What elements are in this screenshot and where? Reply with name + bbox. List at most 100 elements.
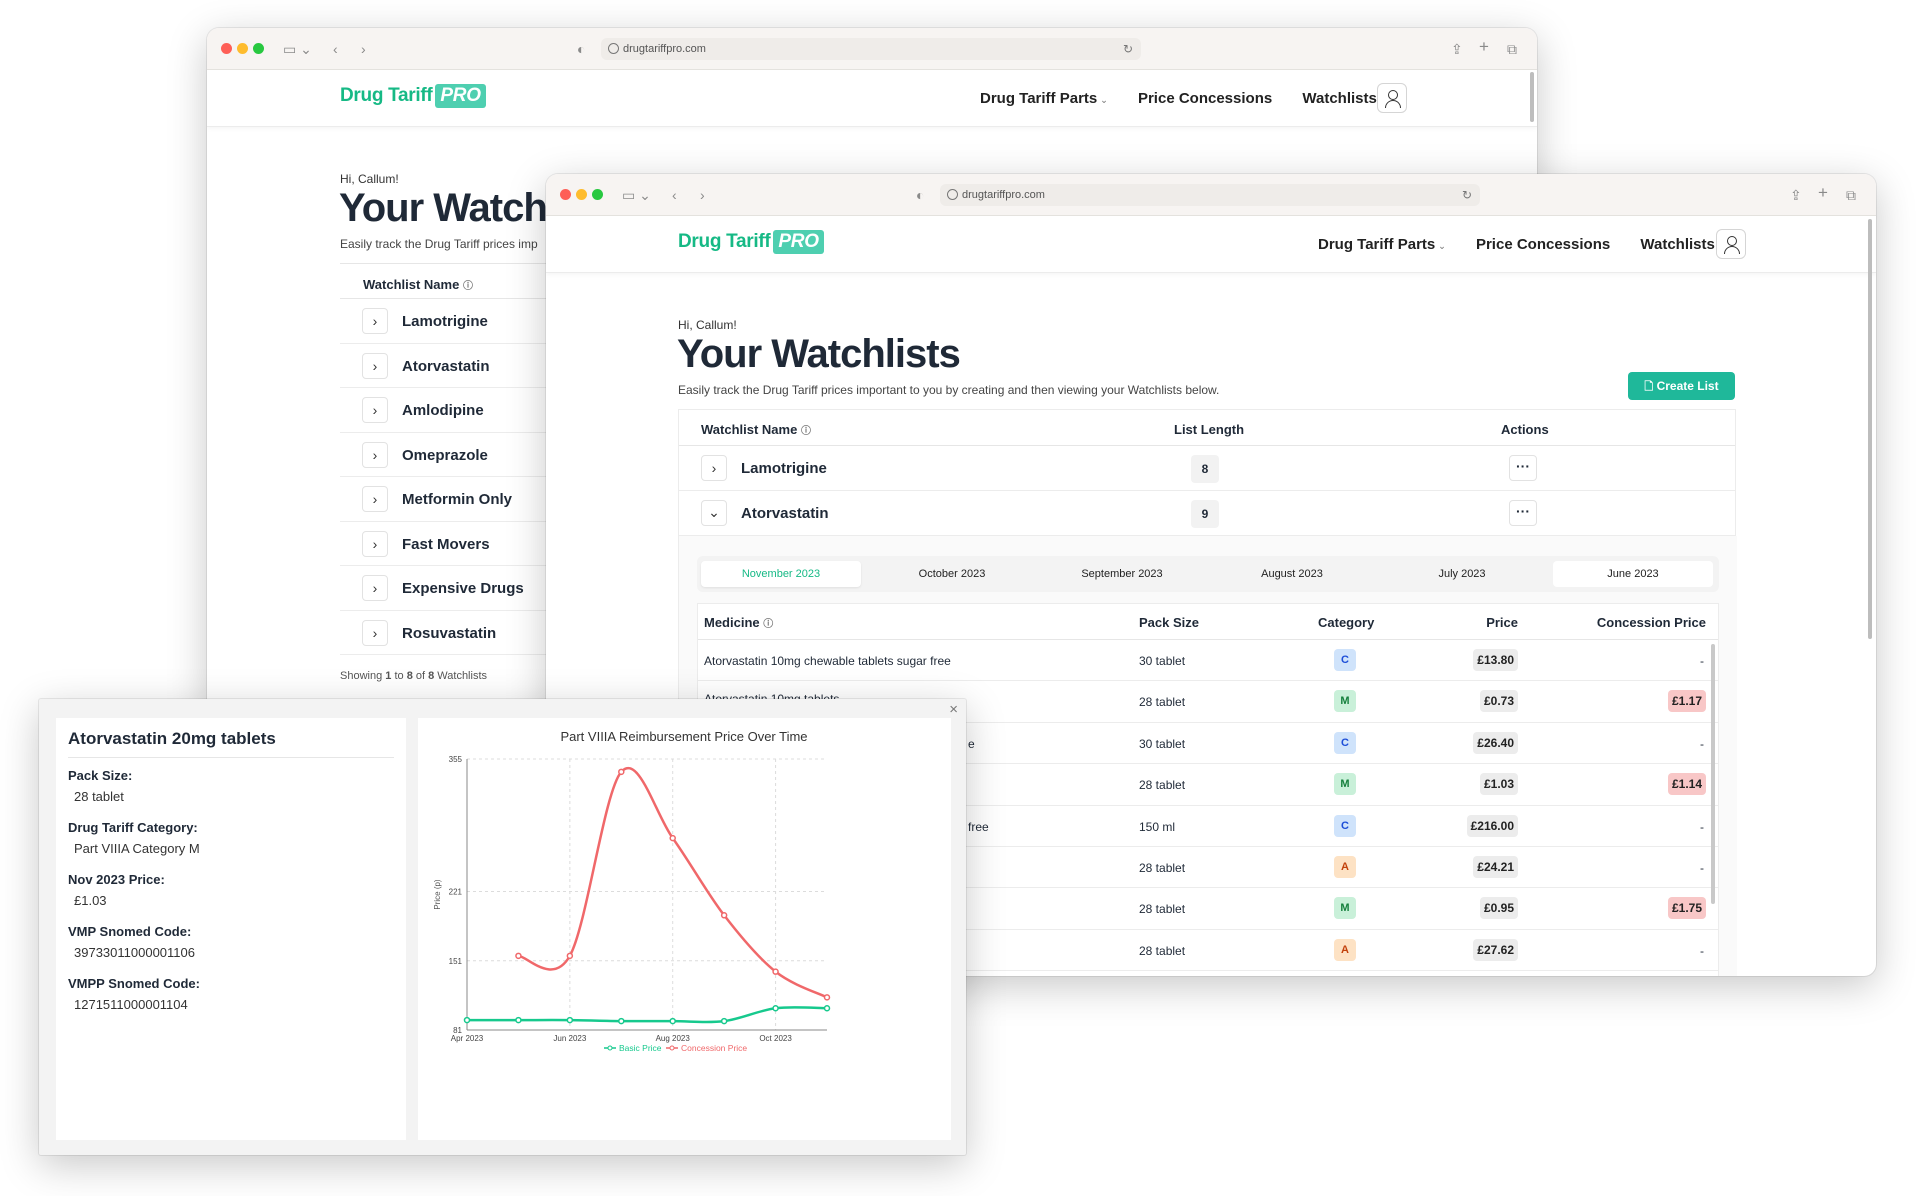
site-logo[interactable]: Drug Tariff PRO <box>340 84 486 108</box>
tab-july-2023[interactable]: July 2023 <box>1438 568 1486 580</box>
table-row[interactable]: › Lamotrigine <box>340 299 580 344</box>
medicine-name[interactable]: Atorvastatin 10mg chewable tablets sugar… <box>704 654 951 668</box>
medicine-row[interactable]: Atorvastatin 10mg chewable tablets sugar… <box>698 640 1718 682</box>
page-scrollbar[interactable] <box>1530 72 1534 122</box>
data-point <box>720 912 728 919</box>
table-row[interactable]: › Rosuvastatin <box>340 611 580 655</box>
share-icon[interactable]: ⇪ <box>1451 41 1463 57</box>
table-row[interactable]: › Metformin Only <box>340 477 580 522</box>
nav-watchlists[interactable]: Watchlists <box>1302 90 1377 107</box>
back-arrow-icon[interactable]: ‹ <box>672 187 677 203</box>
tab-june-2023[interactable]: June 2023 <box>1553 561 1713 587</box>
chevron-down-icon[interactable]: ⌄ <box>701 500 727 526</box>
more-actions-icon[interactable]: ··· <box>1509 500 1537 526</box>
watchlist-name[interactable]: Amlodipine <box>402 402 484 419</box>
address-bar[interactable]: drugtariffpro.com ↻ <box>940 184 1480 206</box>
chevron-right-icon[interactable]: › <box>362 397 388 423</box>
chevron-right-icon[interactable]: › <box>362 308 388 334</box>
tab-october-2023[interactable]: October 2023 <box>918 568 986 580</box>
category-badge: M <box>1334 690 1356 713</box>
data-point <box>618 768 625 776</box>
site-logo[interactable]: Drug Tariff PRO <box>678 230 824 254</box>
page-scrollbar[interactable] <box>1868 219 1872 639</box>
watchlist-name[interactable]: Atorvastatin <box>402 357 490 375</box>
new-tab-icon[interactable]: + <box>1479 37 1489 56</box>
back-arrow-icon[interactable]: ‹ <box>333 41 338 57</box>
maximize-window-button[interactable] <box>253 43 264 54</box>
share-icon[interactable]: ⇪ <box>1790 187 1802 203</box>
nav-drug-tariff-parts[interactable]: Drug Tariff Parts ⌄ <box>980 90 1108 107</box>
chevron-right-icon[interactable]: › <box>362 352 388 379</box>
col-price: Price <box>1486 615 1518 630</box>
medicine-row[interactable]: 28 tablet A £27.62 - <box>698 930 1718 972</box>
user-account-icon[interactable] <box>1716 229 1746 259</box>
table-row[interactable]: › Fast Movers <box>340 522 580 566</box>
nav-drug-tariff-parts[interactable]: Drug Tariff Parts ⌄ <box>1318 236 1446 253</box>
medicine-row[interactable]: free 150 ml C £216.00 - <box>698 806 1718 847</box>
table-row[interactable]: › Expensive Drugs <box>340 566 580 611</box>
watchlist-name[interactable]: Expensive Drugs <box>402 580 524 597</box>
greeting: Hi, Callum! <box>678 318 737 332</box>
reload-icon[interactable]: ↻ <box>1122 42 1133 56</box>
chevron-right-icon[interactable]: › <box>701 455 727 481</box>
table-row[interactable]: › Atorvastatin <box>340 344 580 388</box>
chevron-right-icon[interactable]: › <box>362 575 388 601</box>
watchlist-name[interactable]: Metformin Only <box>402 491 513 508</box>
col-watchlist-name-label: Watchlist Name <box>701 422 798 437</box>
forward-arrow-icon[interactable]: › <box>700 187 705 203</box>
chevron-right-icon[interactable]: › <box>362 441 388 468</box>
maximize-window-button[interactable] <box>592 189 603 200</box>
watchlist-name[interactable]: Lamotrigine <box>402 313 488 330</box>
more-actions-icon[interactable]: ··· <box>1509 455 1537 481</box>
watchlist-name[interactable]: Omeprazole <box>402 446 488 464</box>
concession-price: - <box>1700 736 1704 751</box>
medicine-row[interactable]: e 30 tablet C £26.40 - <box>698 723 1718 765</box>
medicine-row[interactable]: 28 tablet M £0.95 £1.75 <box>698 888 1718 930</box>
nav-price-concessions[interactable]: Price Concessions <box>1137 90 1273 107</box>
close-window-button[interactable] <box>221 43 232 54</box>
nav-parts-label: Drug Tariff Parts <box>1318 236 1436 253</box>
new-tab-icon[interactable]: + <box>1818 183 1828 202</box>
watchlist-name[interactable]: Lamotrigine <box>741 460 827 477</box>
medicine-name[interactable]: free <box>968 819 989 834</box>
address-bar[interactable]: drugtariffpro.com ↻ <box>601 38 1141 60</box>
chevron-right-icon[interactable]: › <box>362 486 388 512</box>
table-row-expanded[interactable]: ⌄ Atorvastatin 9 ··· <box>679 491 1735 536</box>
forward-arrow-icon[interactable]: › <box>361 41 366 57</box>
pack-size: 28 tablet <box>1139 778 1186 793</box>
chevron-right-icon[interactable]: › <box>362 530 388 557</box>
nav-watchlists[interactable]: Watchlists <box>1640 236 1715 253</box>
watchlist-name[interactable]: Atorvastatin <box>741 505 829 522</box>
medicine-row[interactable]: 28 tablet A £24.21 - <box>698 847 1718 889</box>
table-scrollbar[interactable] <box>1711 644 1715 904</box>
medicine-row[interactable]: 28 tablet M £1.03 £1.14 <box>698 764 1718 806</box>
create-list-button[interactable]: 🗋 Create List <box>1628 372 1735 400</box>
reload-icon[interactable]: ↻ <box>1461 188 1472 202</box>
chevron-right-icon[interactable]: › <box>362 619 388 646</box>
close-window-button[interactable] <box>560 189 571 200</box>
tab-september-2023[interactable]: September 2023 <box>1081 568 1163 580</box>
data-point <box>669 1017 676 1025</box>
tab-overview-icon[interactable]: ⧉ <box>1846 187 1856 203</box>
tab-november-2023[interactable]: November 2023 <box>701 561 861 587</box>
category-badge: M <box>1334 773 1356 796</box>
minimize-window-button[interactable] <box>576 189 587 200</box>
sidebar-toggle-icon[interactable]: ▭ ⌄ <box>622 187 651 203</box>
watchlist-name[interactable]: Fast Movers <box>402 535 490 553</box>
tab-overview-icon[interactable]: ⧉ <box>1507 41 1517 57</box>
x-tick-label: Oct 2023 <box>759 1034 792 1043</box>
user-account-icon[interactable] <box>1377 83 1407 113</box>
sidebar-toggle-icon[interactable]: ▭ ⌄ <box>283 41 312 57</box>
watchlist-name[interactable]: Rosuvastatin <box>402 624 497 642</box>
table-row[interactable]: › Omeprazole <box>340 433 580 477</box>
medicine-title: Atorvastatin 20mg tablets <box>68 729 394 758</box>
data-point <box>720 1017 728 1025</box>
medicine-name[interactable]: e <box>968 736 975 751</box>
table-row[interactable]: › Amlodipine <box>340 388 580 433</box>
nav-price-concessions[interactable]: Price Concessions <box>1475 236 1611 253</box>
close-icon[interactable]: × <box>949 701 958 718</box>
minimize-window-button[interactable] <box>237 43 248 54</box>
table-row[interactable]: › Lamotrigine 8 ··· <box>679 446 1735 491</box>
tab-august-2023[interactable]: August 2023 <box>1261 568 1323 580</box>
price-value: £0.73 <box>1479 690 1518 713</box>
